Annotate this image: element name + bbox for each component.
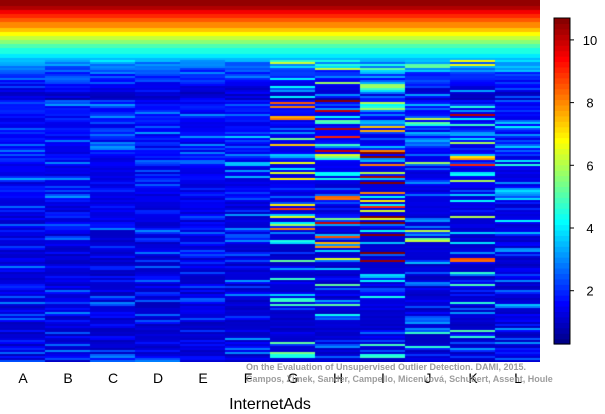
colorbar-segment <box>554 191 570 198</box>
colorbar-segment <box>554 104 570 111</box>
x-tick-label-k: K <box>468 370 478 386</box>
colorbar-segment <box>554 159 570 166</box>
colorbar-segment <box>554 137 570 144</box>
colorbar-segment <box>554 142 570 149</box>
x-tick-label-c: C <box>107 370 119 386</box>
colorbar-segment <box>554 28 570 35</box>
colorbar-segment <box>554 39 570 46</box>
colorbar-segment <box>554 278 570 285</box>
colorbar-segment <box>554 115 570 122</box>
colorbar-segment <box>554 34 570 41</box>
colorbar-segment <box>554 72 570 79</box>
colorbar-segment <box>554 208 570 215</box>
colorbar-segment <box>554 50 570 57</box>
colorbar-tick-label-4: 4 <box>586 221 593 236</box>
colorbar-segment <box>554 300 570 307</box>
x-tick-label-a: A <box>18 370 28 386</box>
colorbar-segment <box>554 126 570 133</box>
watermark-line-2: Campos, Zimek, Sander, Campello, Micenko… <box>246 374 553 384</box>
colorbar-tick-label-2: 2 <box>586 284 593 299</box>
colorbar-segment <box>554 186 570 193</box>
colorbar-segment <box>554 257 570 264</box>
x-tick-label-g: G <box>287 370 299 386</box>
colorbar-segment <box>554 305 570 312</box>
colorbar-segment <box>554 327 570 334</box>
watermark: On the Evaluation of Unsupervised Outlie… <box>246 361 601 385</box>
colorbar-segment <box>554 18 570 25</box>
colorbar-segment <box>554 197 570 204</box>
x-tick-label-i: I <box>381 370 385 386</box>
colorbar-segment <box>554 235 570 242</box>
colorbar-segment <box>554 66 570 73</box>
colorbar-segment <box>554 132 570 139</box>
x-tick-label-j: J <box>424 370 432 386</box>
colorbar-segment <box>554 88 570 95</box>
x-tick-label-f: F <box>243 370 253 386</box>
x-tick-label-d: D <box>152 370 164 386</box>
colorbar-segment <box>554 262 570 269</box>
colorbar-segment <box>554 273 570 280</box>
colorbar-segment <box>554 322 570 329</box>
colorbar-segment <box>554 213 570 220</box>
colorbar-segment <box>554 229 570 236</box>
colorbar-segment <box>554 94 570 101</box>
colorbar-segment <box>554 164 570 171</box>
x-tick-label-h: H <box>332 370 344 386</box>
colorbar-segment <box>554 202 570 209</box>
x-tick-label-e: E <box>198 370 208 386</box>
colorbar-segment <box>554 338 570 345</box>
colorbar-segment <box>554 56 570 63</box>
x-tick-label-l: L <box>514 370 522 386</box>
colorbar-tick-label-8: 8 <box>586 96 593 111</box>
colorbar-segment <box>554 121 570 128</box>
colorbar-segment <box>554 77 570 84</box>
x-tick-label-b: B <box>63 370 73 386</box>
colorbar-tick-label-6: 6 <box>586 158 593 173</box>
heatmap-canvas <box>0 0 540 362</box>
colorbar-segment <box>554 267 570 274</box>
colorbar-segment <box>554 333 570 340</box>
colorbar-segment <box>554 110 570 117</box>
colorbar-segment <box>554 83 570 90</box>
colorbar-segment <box>554 311 570 318</box>
watermark-line-1: On the Evaluation of Unsupervised Outlie… <box>246 362 527 372</box>
colorbar-segment <box>554 45 570 52</box>
colorbar-tick-label-10: 10 <box>583 33 597 48</box>
colorbar-segment <box>554 316 570 323</box>
colorbar-segment <box>554 284 570 291</box>
x-axis-label: InternetAds <box>229 396 311 413</box>
colorbar-segment <box>554 61 570 68</box>
colorbar-segment <box>554 170 570 177</box>
colorbar-segment <box>554 240 570 247</box>
colorbar-segment <box>554 23 570 30</box>
colorbar-segment <box>554 289 570 296</box>
colorbar-segment <box>554 153 570 160</box>
colorbar-segment <box>554 219 570 226</box>
colorbar-segment <box>554 148 570 155</box>
colorbar-segment <box>554 251 570 258</box>
colorbar-segment <box>554 224 570 231</box>
colorbar-segment <box>554 246 570 253</box>
colorbar-segment <box>554 295 570 302</box>
colorbar-segment <box>554 181 570 188</box>
colorbar-frame <box>553 17 571 345</box>
colorbar-segment <box>554 175 570 182</box>
colorbar-segment <box>554 99 570 106</box>
